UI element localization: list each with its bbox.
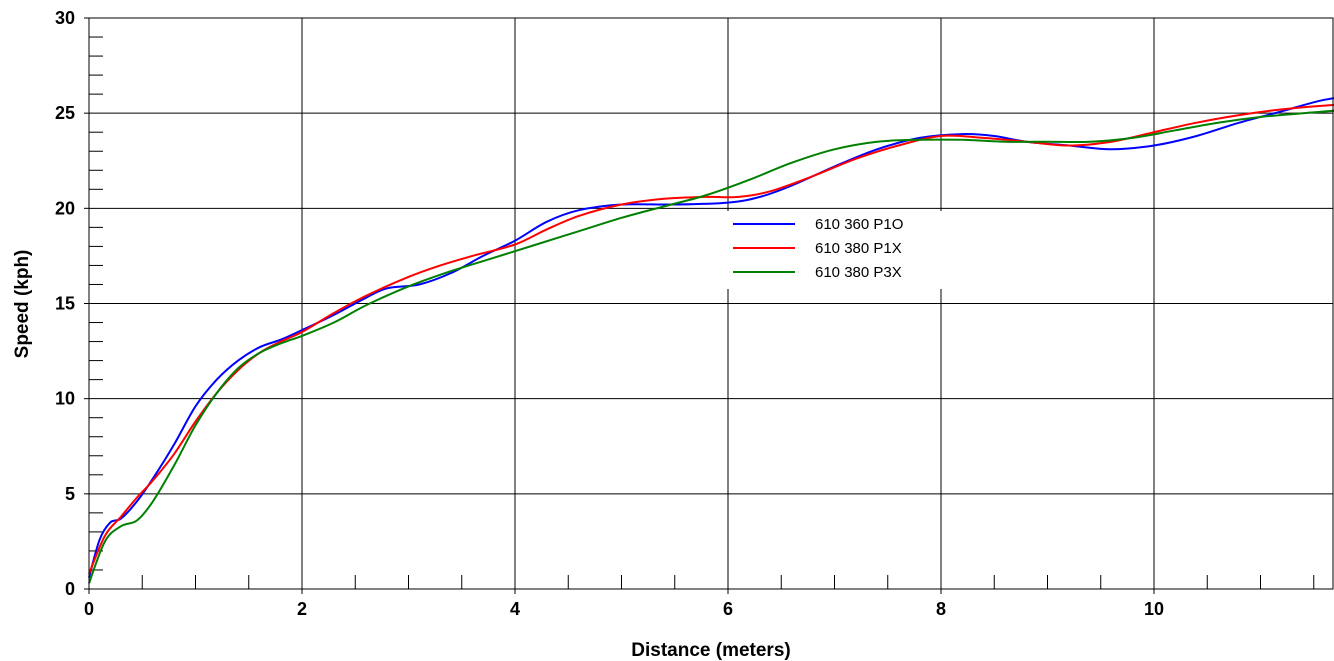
series-line-1 — [88, 97, 1334, 578]
minor-ticks — [89, 36, 1315, 589]
x-tick-labels: 0246810121416182022 — [84, 599, 1164, 619]
legend-label-1: 610 360 P1O — [815, 216, 903, 233]
x-tick-label: 10 — [1144, 599, 1164, 619]
y-tick-label: 15 — [55, 294, 75, 314]
x-axis-title: Distance (meters) — [631, 640, 790, 661]
grid — [84, 17, 1333, 594]
series-lines — [88, 97, 1334, 584]
y-axis-title: Speed (kph) — [12, 250, 33, 359]
y-tick-label: 25 — [55, 103, 75, 123]
y-tick-label: 10 — [55, 389, 75, 409]
x-tick-label: 6 — [723, 599, 733, 619]
series-line-3 — [88, 109, 1334, 584]
legend: 610 360 P1O 610 380 P1X 610 380 P3X — [726, 211, 958, 289]
y-tick-label: 30 — [55, 8, 75, 28]
y-tick-label: 20 — [55, 198, 75, 218]
plot-frame — [88, 17, 1334, 590]
x-tick-label: 0 — [84, 599, 94, 619]
series-line-2 — [88, 103, 1334, 575]
y-tick-labels: 0 5 10 15 20 25 30 — [55, 8, 75, 599]
x-tick-label: 4 — [510, 599, 520, 619]
y-tick-label: 5 — [65, 484, 75, 504]
legend-label-2: 610 380 P1X — [815, 240, 902, 257]
x-tick-label: 8 — [936, 599, 946, 619]
y-tick-label: 0 — [65, 579, 75, 599]
legend-label-3: 610 380 P3X — [815, 264, 902, 281]
x-tick-label: 2 — [297, 599, 307, 619]
